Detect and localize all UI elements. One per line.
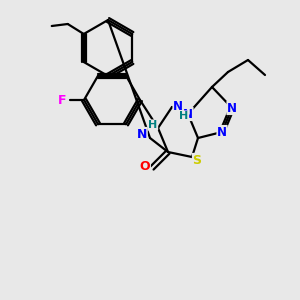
Text: O: O bbox=[140, 160, 150, 172]
Text: N: N bbox=[217, 125, 227, 139]
Text: N: N bbox=[173, 100, 183, 113]
Text: H: H bbox=[148, 120, 158, 130]
Text: N: N bbox=[227, 101, 237, 115]
Text: S: S bbox=[193, 154, 202, 166]
Text: N: N bbox=[183, 107, 193, 121]
Text: N: N bbox=[137, 128, 147, 140]
Text: F: F bbox=[58, 94, 66, 106]
Text: H: H bbox=[179, 111, 189, 121]
